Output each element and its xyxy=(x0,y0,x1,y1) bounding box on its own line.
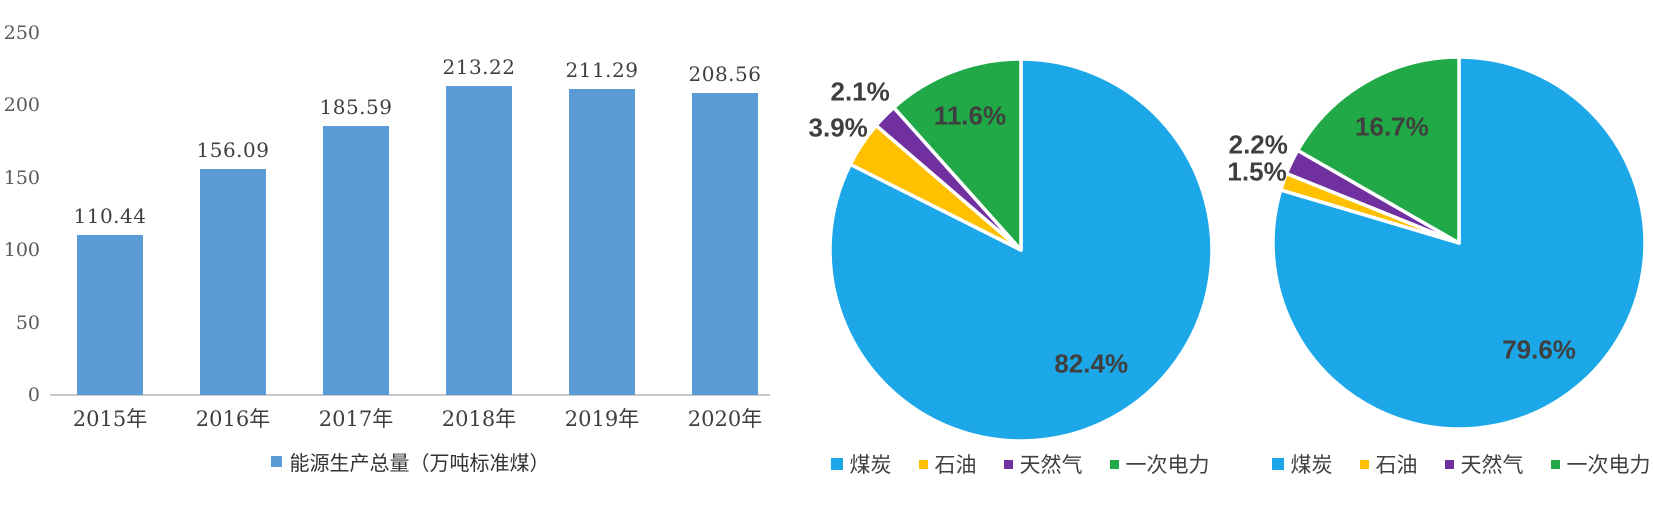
bar-value-label-2016年: 156.09 xyxy=(196,137,270,162)
pie-percent-label-一次电力: 11.6% xyxy=(933,100,1007,131)
legend-item-煤炭: 煤炭 xyxy=(1271,449,1333,479)
pie-percent-label-天然气: 2.2% xyxy=(1228,129,1288,160)
legend-label-天然气: 天然气 xyxy=(1460,454,1524,477)
legend-color-swatch-天然气 xyxy=(1444,459,1454,469)
legend-item-一次电力: 一次电力 xyxy=(1109,449,1210,479)
legend-color-swatch xyxy=(270,456,282,467)
bar-chart-legend: 能源生产总量（万吨标准煤） xyxy=(50,447,770,476)
bar-value-label-2017年: 185.59 xyxy=(319,95,393,120)
legend-label-一次电力: 一次电力 xyxy=(1125,454,1210,477)
bar-2018年 xyxy=(446,86,512,395)
legend-color-swatch-一次电力 xyxy=(1550,459,1560,469)
x-axis-label-2015年: 2015年 xyxy=(72,407,148,431)
legend-item-煤炭: 煤炭 xyxy=(830,449,892,479)
bar-2017年 xyxy=(323,126,389,395)
bar-value-label-2019年: 211.29 xyxy=(565,58,639,83)
bar-2019年 xyxy=(569,89,635,395)
y-axis-tick-150: 150 xyxy=(3,166,40,189)
legend-label-石油: 石油 xyxy=(1375,454,1418,477)
legend-item-天然气: 天然气 xyxy=(1003,449,1083,479)
legend-color-swatch-一次电力 xyxy=(1109,459,1119,469)
x-axis-label-2018年: 2018年 xyxy=(441,407,517,431)
legend-color-swatch-煤炭 xyxy=(830,458,843,470)
pie-percent-label-天然气: 2.1% xyxy=(830,76,890,107)
energy-mix-pie-left-svg xyxy=(828,57,1214,443)
pie-slice-一次电力 xyxy=(1295,55,1461,245)
bar-value-label-2015年: 110.44 xyxy=(73,204,147,229)
y-axis-tick-200: 200 xyxy=(3,94,40,117)
y-axis-tick-0: 0 xyxy=(27,384,40,406)
pie-percent-label-石油: 1.5% xyxy=(1227,156,1287,187)
pie-1-legend: 煤炭 石油 天然气 一次电力 xyxy=(800,449,1240,479)
pie-percent-label-煤炭: 82.4% xyxy=(1054,348,1129,379)
pie-percent-label-石油: 3.9% xyxy=(808,112,868,143)
pie-2-legend: 煤炭 石油 天然气 一次电力 xyxy=(1245,449,1653,479)
legend-color-swatch-石油 xyxy=(1359,459,1369,469)
legend-item-石油: 石油 xyxy=(918,449,977,479)
legend-label-石油: 石油 xyxy=(934,454,977,477)
legend-color-swatch-煤炭 xyxy=(1271,458,1284,470)
legend-item-石油: 石油 xyxy=(1359,449,1418,479)
pie-percent-label-煤炭: 79.6% xyxy=(1502,334,1576,365)
pie-slice-一次电力 xyxy=(892,57,1023,252)
x-axis-label-2020年: 2020年 xyxy=(687,407,763,431)
y-axis-tick-50: 50 xyxy=(15,311,40,334)
x-axis-label-2019年: 2019年 xyxy=(564,407,640,431)
legend-label-天然气: 天然气 xyxy=(1019,454,1083,477)
legend-color-swatch-天然气 xyxy=(1003,459,1013,469)
legend-item-一次电力: 一次电力 xyxy=(1550,449,1651,479)
bar-2015年 xyxy=(77,235,143,395)
y-axis-tick-100: 100 xyxy=(3,239,40,262)
legend-label-煤炭: 煤炭 xyxy=(1290,454,1333,477)
legend-item-天然气: 天然气 xyxy=(1444,449,1524,479)
bar-value-label-2018年: 213.22 xyxy=(442,55,516,80)
y-axis-tick-250: 250 xyxy=(3,22,40,44)
legend-label: 能源生产总量（万吨标准煤） xyxy=(289,451,550,475)
energy-mix-pie-right-svg xyxy=(1271,55,1647,431)
bar-2020年 xyxy=(692,93,758,395)
x-axis-label-2016年: 2016年 xyxy=(195,407,271,431)
legend-label-一次电力: 一次电力 xyxy=(1566,454,1651,477)
pie-percent-label-一次电力: 16.7% xyxy=(1355,111,1429,142)
x-axis-label-2017年: 2017年 xyxy=(318,407,394,431)
legend-label-煤炭: 煤炭 xyxy=(849,454,892,477)
bar-value-label-2020年: 208.56 xyxy=(688,62,762,86)
legend-color-swatch-石油 xyxy=(918,459,928,469)
x-axis-line xyxy=(50,394,770,396)
bar-2016年 xyxy=(200,168,266,395)
